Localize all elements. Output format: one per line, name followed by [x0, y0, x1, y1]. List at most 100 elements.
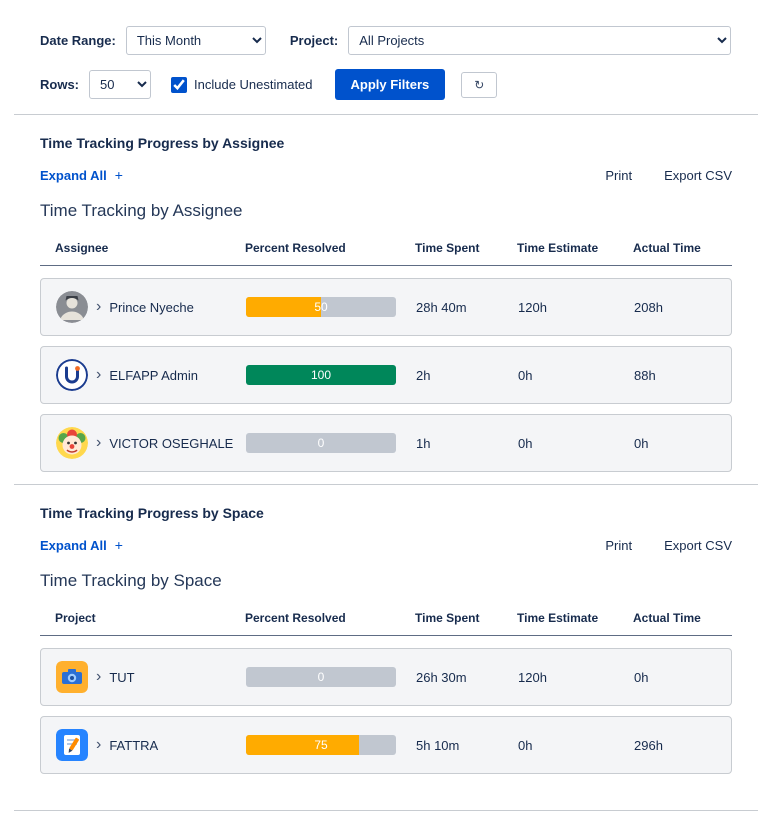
section-divider	[14, 484, 758, 485]
project-name: TUT	[109, 669, 135, 685]
assignee-name: VICTOR OSEGHALE	[109, 435, 234, 451]
col-header-project: Project	[55, 611, 96, 625]
export-csv-link[interactable]: Export CSV	[664, 537, 732, 553]
time-estimate-cell: 120h	[518, 299, 547, 315]
expand-all-link[interactable]: Expand All +	[40, 167, 123, 183]
camera-project-icon	[56, 661, 88, 693]
actual-time-cell: 208h	[634, 299, 663, 315]
section-title: Time Tracking Progress by Space	[40, 505, 264, 521]
col-header-time-estimate: Time Estimate	[517, 611, 599, 625]
expand-chevron-icon[interactable]: ›	[96, 736, 102, 753]
table-row[interactable]: › TUT 0 26h 30m 120h 0h	[40, 648, 732, 706]
clown-avatar	[56, 427, 88, 459]
table-row[interactable]: › ELFAPP Admin 100 2h 0h 88h	[40, 346, 732, 404]
section-space: Time Tracking Progress by Space Expand A…	[14, 505, 758, 798]
date-range-select[interactable]: This Month	[125, 26, 266, 55]
percent-resolved-bar: 50	[246, 297, 396, 317]
percent-value: 0	[317, 670, 325, 684]
refresh-icon: ↻	[474, 77, 485, 92]
export-csv-link[interactable]: Export CSV	[664, 167, 732, 183]
assignee-name: ELFAPP Admin	[109, 367, 198, 383]
bar-fill	[246, 365, 396, 385]
project-cell: › FATTRA	[56, 729, 246, 761]
elfapp-logo-avatar	[56, 359, 88, 391]
notepad-project-icon	[56, 729, 88, 761]
print-link[interactable]: Print	[605, 537, 633, 553]
expand-chevron-icon[interactable]: ›	[96, 366, 102, 383]
toolbar-right: Print Export CSV	[605, 168, 732, 183]
person-photo-avatar	[56, 291, 88, 323]
assignee-name: Prince Nyeche	[109, 299, 194, 315]
section-toolbar: Expand All + Print Export CSV	[40, 167, 732, 183]
table-row[interactable]: › VICTOR OSEGHALE 0 1h 0h 0h	[40, 414, 732, 472]
section-title: Time Tracking Progress by Assignee	[40, 135, 285, 151]
col-header-percent-resolved: Percent Resolved	[245, 611, 346, 625]
section-toolbar: Expand All + Print Export CSV	[40, 537, 732, 553]
time-estimate-cell: 0h	[518, 435, 533, 451]
time-spent-cell: 2h	[416, 367, 431, 383]
filter-row-2: Rows: 50 Include Unestimated Apply Filte…	[40, 69, 732, 100]
bar-fill	[246, 735, 359, 755]
refresh-button[interactable]: ↻	[461, 71, 498, 98]
table-header: Project Percent Resolved Time Spent Time…	[40, 611, 732, 636]
filter-bar: Date Range: This Month Project: All Proj…	[14, 4, 758, 100]
percent-resolved-cell: 50	[246, 297, 416, 317]
col-header-assignee: Assignee	[55, 241, 109, 255]
expand-all-label: Expand All	[40, 167, 107, 183]
bottom-spacer	[40, 784, 732, 798]
plus-icon: +	[114, 167, 123, 183]
print-link[interactable]: Print	[605, 167, 633, 183]
percent-value: 100	[310, 368, 332, 382]
col-header-time-spent: Time Spent	[415, 611, 480, 625]
table-header: Assignee Percent Resolved Time Spent Tim…	[40, 241, 732, 266]
rows-label: Rows:	[40, 77, 79, 92]
percent-resolved-bar: 75	[246, 735, 396, 755]
include-unestimated-label: Include Unestimated	[194, 77, 313, 92]
rows-select[interactable]: 50	[89, 70, 151, 99]
expand-all-label: Expand All	[40, 537, 107, 553]
percent-resolved-cell: 0	[246, 433, 416, 453]
percent-resolved-cell: 0	[246, 667, 416, 687]
col-header-actual-time: Actual Time	[633, 611, 701, 625]
actual-time-cell: 296h	[634, 737, 663, 753]
assignee-cell: › Prince Nyeche	[56, 291, 246, 323]
percent-value: 75	[314, 738, 328, 752]
time-estimate-cell: 0h	[518, 737, 533, 753]
bar-fill	[246, 297, 321, 317]
date-range-label: Date Range:	[40, 33, 116, 48]
page-bottom-divider	[14, 810, 758, 811]
table-subtitle: Time Tracking by Space	[40, 571, 222, 590]
expand-chevron-icon[interactable]: ›	[96, 298, 102, 315]
toolbar-right: Print Export CSV	[605, 538, 732, 553]
percent-resolved-cell: 75	[246, 735, 416, 755]
plus-icon: +	[114, 537, 123, 553]
project-select[interactable]: All Projects	[348, 26, 732, 55]
expand-all-link[interactable]: Expand All +	[40, 537, 123, 553]
col-header-actual-time: Actual Time	[633, 241, 701, 255]
include-unestimated-checkbox[interactable]	[171, 76, 187, 93]
section-assignee: Time Tracking Progress by Assignee Expan…	[14, 135, 758, 472]
col-header-percent-resolved: Percent Resolved	[245, 241, 346, 255]
apply-filters-button[interactable]: Apply Filters	[334, 69, 446, 100]
actual-time-cell: 88h	[634, 367, 656, 383]
assignee-cell: › ELFAPP Admin	[56, 359, 246, 391]
time-spent-cell: 5h 10m	[416, 737, 460, 753]
expand-chevron-icon[interactable]: ›	[96, 668, 102, 685]
col-header-time-estimate: Time Estimate	[517, 241, 599, 255]
table-row[interactable]: › FATTRA 75 5h 10m 0h 296h	[40, 716, 732, 774]
expand-chevron-icon[interactable]: ›	[96, 434, 102, 451]
actual-time-cell: 0h	[634, 669, 649, 685]
percent-value: 50	[314, 300, 328, 314]
assignee-cell: › VICTOR OSEGHALE	[56, 427, 246, 459]
percent-value: 0	[317, 436, 325, 450]
time-spent-cell: 26h 30m	[416, 669, 467, 685]
table-row[interactable]: › Prince Nyeche 50 28h 40m 120h 208h	[40, 278, 732, 336]
percent-resolved-cell: 100	[246, 365, 416, 385]
time-spent-cell: 1h	[416, 435, 431, 451]
col-header-time-spent: Time Spent	[415, 241, 480, 255]
table-subtitle: Time Tracking by Assignee	[40, 201, 243, 220]
actual-time-cell: 0h	[634, 435, 649, 451]
time-estimate-cell: 0h	[518, 367, 533, 383]
filters-divider	[14, 114, 758, 115]
